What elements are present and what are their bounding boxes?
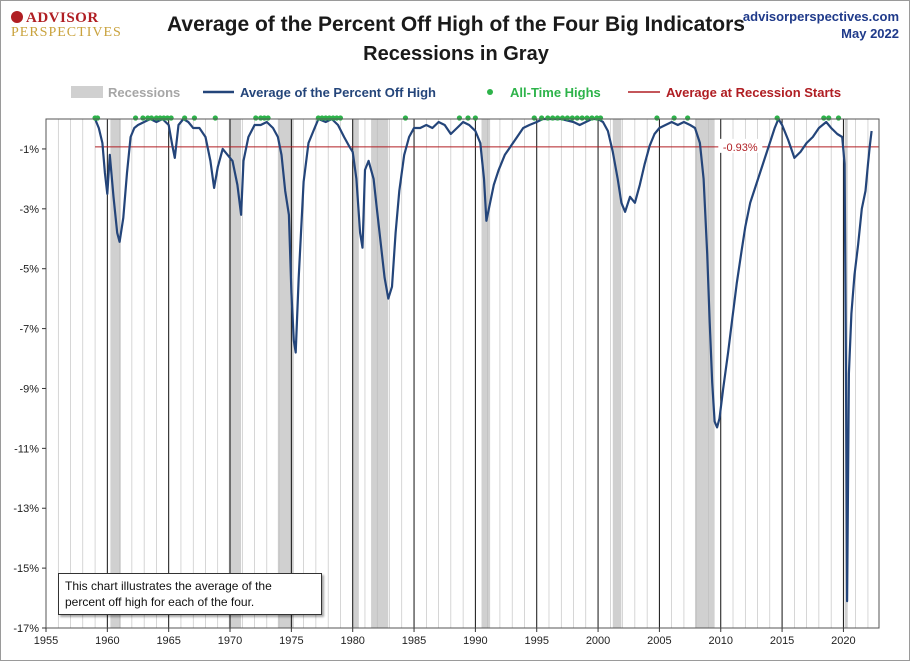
x-tick-label: 1955 <box>34 635 58 647</box>
recession-band <box>694 119 715 628</box>
y-tick-label: -9% <box>19 383 39 395</box>
legend-label-avg: Average at Recession Starts <box>666 85 841 100</box>
legend-label-ath: All-Time Highs <box>510 85 601 100</box>
source-site: advisorperspectives.com <box>742 9 899 24</box>
all-time-high-point <box>574 115 580 121</box>
all-time-high-point <box>826 115 832 121</box>
all-time-high-point <box>554 115 561 121</box>
logo-bottom-text: PERSPECTIVES <box>11 25 122 40</box>
all-time-high-point <box>182 115 188 121</box>
x-tick-label: 2015 <box>770 635 794 647</box>
legend: Recessions Average of the Percent Off Hig… <box>71 85 841 100</box>
all-time-high-point <box>597 115 604 121</box>
x-tick-label: 1970 <box>218 635 242 647</box>
x-tick-label: 1995 <box>524 635 548 647</box>
x-tick-label: 1960 <box>95 635 119 647</box>
series-line <box>94 117 873 603</box>
legend-label-recessions: Recessions <box>108 85 180 100</box>
all-time-high-point <box>584 115 590 121</box>
x-tick-label: 2000 <box>586 635 610 647</box>
chart-note: This chart illustrates the average of th… <box>58 573 322 615</box>
all-time-high-point <box>671 115 677 121</box>
recession-band <box>228 119 242 628</box>
legend-swatch-recessions <box>71 86 103 98</box>
legend-swatch-ath <box>487 89 493 95</box>
all-time-high-point <box>191 115 198 121</box>
all-time-high-point <box>564 115 570 121</box>
y-tick-label: -5% <box>19 264 39 276</box>
chart-title: Average of the Percent Off High of the F… <box>167 13 745 36</box>
all-time-high-point <box>337 115 344 121</box>
x-tick-label: 1985 <box>402 635 426 647</box>
y-tick-label: -17% <box>13 623 39 635</box>
average-label: -0.93% <box>723 142 758 154</box>
recession-band <box>612 119 622 628</box>
axes: -1% -3% -5% -7% -9% -11% -13% -15% -17%1955 1960 1… <box>13 118 880 647</box>
series-line-group <box>94 117 873 603</box>
x-tick-label: 1965 <box>156 635 180 647</box>
all-time-high-point <box>550 115 556 121</box>
all-time-high-point <box>531 115 537 121</box>
all-time-high-point <box>545 115 551 121</box>
advisor-perspectives-logo: ADVISOR PERSPECTIVES <box>11 10 122 40</box>
chart-subtitle: Recessions in Gray <box>363 43 549 65</box>
all-time-high-point <box>140 115 146 121</box>
all-time-high-point <box>685 115 691 121</box>
source-block: advisorperspectives.com May 2022 <box>743 8 899 42</box>
average-label-bg <box>718 138 763 153</box>
all-time-high-point <box>132 115 139 121</box>
x-tick-label: 2005 <box>647 635 671 647</box>
all-time-high-point <box>94 115 101 121</box>
x-tick-label: 1990 <box>463 635 487 647</box>
x-tick-label: 1975 <box>279 635 303 647</box>
y-tick-label: -1% <box>19 144 39 156</box>
plot-border <box>45 118 880 629</box>
all-time-high-markers <box>92 115 842 121</box>
all-time-high-point <box>821 115 827 121</box>
source-date: May 2022 <box>841 26 899 41</box>
logo-mark-icon <box>11 11 23 23</box>
all-time-high-point <box>589 115 595 121</box>
all-time-high-point <box>472 115 478 121</box>
all-time-high-point <box>559 115 566 121</box>
recession-band <box>110 119 121 628</box>
y-tick-label: -3% <box>19 204 39 216</box>
x-tick-label: 1980 <box>340 635 364 647</box>
y-tick-label: -11% <box>14 443 39 455</box>
all-time-high-point <box>148 115 155 121</box>
all-time-high-point <box>265 115 271 121</box>
logo-top-text: ADVISOR <box>26 10 99 26</box>
recession-bands <box>110 119 848 628</box>
all-time-high-point <box>168 115 174 121</box>
x-tick-label: 2010 <box>709 635 733 647</box>
all-time-high-point <box>579 115 585 121</box>
all-time-high-point <box>456 115 463 121</box>
y-tick-label: -15% <box>13 563 39 575</box>
all-time-high-point <box>774 115 780 121</box>
all-time-high-point <box>569 115 575 121</box>
all-time-high-point <box>465 115 471 121</box>
recession-band <box>371 119 389 628</box>
recession-band <box>352 119 359 628</box>
y-tick-label: -7% <box>19 324 39 336</box>
x-tick-label: 2020 <box>831 635 855 647</box>
all-time-high-point <box>654 115 660 121</box>
recession-band <box>481 119 491 628</box>
average-recession-line: -0.93% <box>95 138 879 154</box>
all-time-high-point <box>539 115 545 121</box>
y-tick-label: -13% <box>13 503 39 515</box>
all-time-high-point <box>253 115 259 121</box>
legend-label-series: Average of the Percent Off High <box>240 85 436 100</box>
gridlines <box>57 119 869 628</box>
all-time-high-point <box>212 115 218 121</box>
all-time-high-point <box>402 115 409 121</box>
all-time-high-point <box>835 115 842 121</box>
